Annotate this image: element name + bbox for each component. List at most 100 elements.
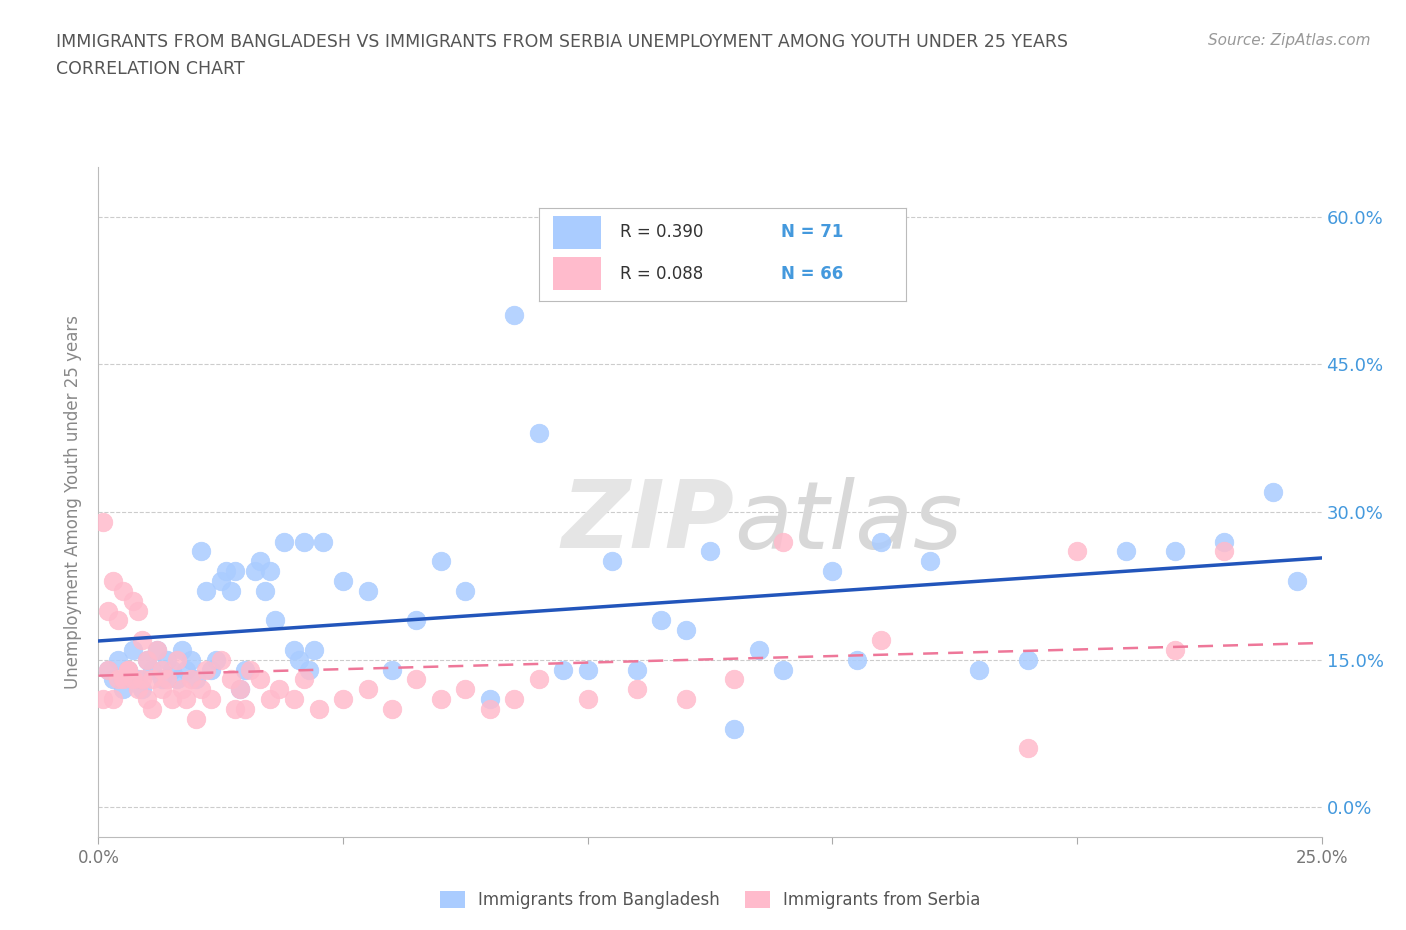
Point xyxy=(131,682,153,697)
Point xyxy=(308,701,330,716)
Point xyxy=(127,603,149,618)
Point xyxy=(233,701,256,716)
Point xyxy=(1212,544,1234,559)
Point xyxy=(186,711,208,726)
Point xyxy=(292,534,315,549)
Point xyxy=(626,662,648,677)
Point xyxy=(170,643,193,658)
Point xyxy=(131,632,153,647)
Point xyxy=(675,623,697,638)
Point xyxy=(180,672,202,687)
Point xyxy=(200,662,222,677)
Point xyxy=(224,564,246,578)
Point xyxy=(600,554,623,569)
Point xyxy=(150,662,173,677)
Point xyxy=(117,662,139,677)
Point xyxy=(527,426,550,441)
Point xyxy=(478,692,501,707)
Point xyxy=(381,662,404,677)
Point xyxy=(107,652,129,667)
Point xyxy=(870,632,893,647)
Point xyxy=(160,692,183,707)
Point xyxy=(121,593,143,608)
Point xyxy=(430,554,453,569)
Point xyxy=(845,652,868,667)
Text: R = 0.390: R = 0.390 xyxy=(620,223,703,242)
Bar xyxy=(554,216,602,249)
Point xyxy=(503,692,526,707)
Point xyxy=(259,692,281,707)
Point xyxy=(205,652,228,667)
Point xyxy=(405,672,427,687)
Point xyxy=(121,672,143,687)
Point xyxy=(312,534,335,549)
Point xyxy=(1115,544,1137,559)
Point xyxy=(141,701,163,716)
Point xyxy=(150,672,173,687)
Point xyxy=(200,692,222,707)
Point xyxy=(91,692,114,707)
Point xyxy=(273,534,295,549)
Point xyxy=(111,682,134,697)
Point xyxy=(772,534,794,549)
Text: atlas: atlas xyxy=(734,477,963,568)
Point xyxy=(1164,643,1187,658)
Point xyxy=(97,662,120,677)
Point xyxy=(186,672,208,687)
Point xyxy=(97,662,120,677)
Point xyxy=(229,682,252,697)
Point xyxy=(723,722,745,737)
Point xyxy=(381,701,404,716)
Point xyxy=(292,672,315,687)
Point xyxy=(209,574,232,589)
Point xyxy=(626,682,648,697)
Point xyxy=(156,652,179,667)
Point xyxy=(136,692,159,707)
Point xyxy=(224,701,246,716)
Point xyxy=(298,662,321,677)
Point xyxy=(1261,485,1284,499)
Point xyxy=(127,672,149,687)
Point xyxy=(1017,652,1039,667)
Text: R = 0.088: R = 0.088 xyxy=(620,265,703,283)
Point xyxy=(1017,741,1039,756)
Point xyxy=(576,662,599,677)
Point xyxy=(650,613,672,628)
Point xyxy=(1164,544,1187,559)
Point xyxy=(332,692,354,707)
Point xyxy=(195,583,218,598)
Legend: Immigrants from Bangladesh, Immigrants from Serbia: Immigrants from Bangladesh, Immigrants f… xyxy=(433,884,987,916)
Point xyxy=(405,613,427,628)
Point xyxy=(503,308,526,323)
Point xyxy=(288,652,311,667)
Point xyxy=(243,564,266,578)
Point xyxy=(131,672,153,687)
Point xyxy=(101,692,124,707)
Point xyxy=(748,643,770,658)
Point xyxy=(107,672,129,687)
Point xyxy=(166,652,188,667)
Point xyxy=(249,554,271,569)
Point xyxy=(920,554,942,569)
Point xyxy=(141,672,163,687)
Point xyxy=(233,662,256,677)
Text: N = 66: N = 66 xyxy=(780,265,844,283)
Point xyxy=(1066,544,1088,559)
Point xyxy=(136,652,159,667)
Point xyxy=(772,662,794,677)
Point xyxy=(97,603,120,618)
Point xyxy=(259,564,281,578)
Point xyxy=(699,544,721,559)
Point xyxy=(332,574,354,589)
Point xyxy=(190,544,212,559)
Point xyxy=(269,682,291,697)
Point xyxy=(263,613,285,628)
Point xyxy=(156,672,179,687)
Point xyxy=(356,682,378,697)
Point xyxy=(166,672,188,687)
Text: N = 71: N = 71 xyxy=(780,223,844,242)
Point xyxy=(1286,574,1309,589)
Point xyxy=(576,692,599,707)
Point xyxy=(176,692,198,707)
Point xyxy=(253,583,276,598)
